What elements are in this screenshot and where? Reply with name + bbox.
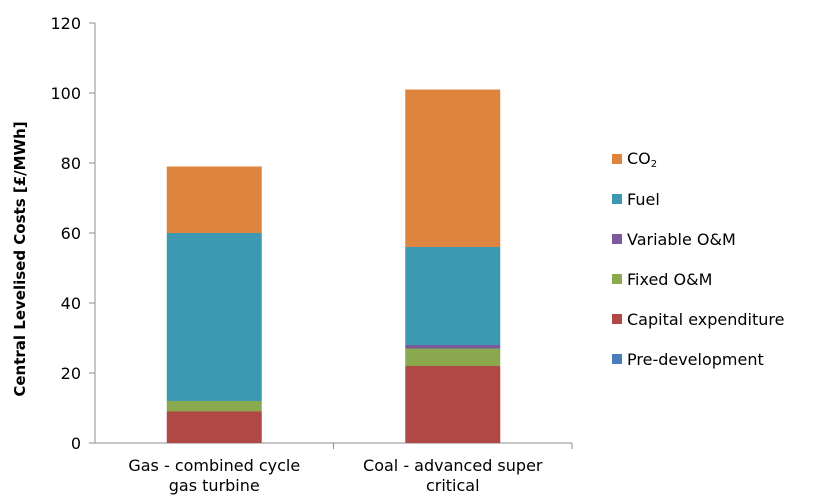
legend-item: Pre-development	[612, 344, 818, 374]
category-label: Coal - advanced super	[363, 456, 543, 475]
legend-swatch	[612, 234, 622, 244]
legend-item: Fuel	[612, 184, 818, 214]
y-tick-label: 40	[61, 294, 81, 313]
bar-segment	[405, 247, 501, 345]
legend-swatch	[612, 154, 622, 164]
bar-segment	[166, 401, 262, 412]
bar-segment	[166, 411, 262, 443]
legend-swatch	[612, 274, 622, 284]
legend-item: Capital expenditure	[612, 304, 818, 334]
y-axis-title-group: Central Levelised Costs [£/MWh]	[11, 121, 29, 396]
y-tick-label: 0	[71, 434, 81, 453]
y-tick-label: 120	[50, 14, 81, 33]
legend-swatch	[612, 314, 622, 324]
legend-item: Fixed O&M	[612, 264, 818, 294]
y-axis-title: Central Levelised Costs [£/MWh]	[11, 121, 29, 396]
category-label: critical	[426, 476, 480, 495]
category-label: Gas - combined cycle	[128, 456, 300, 475]
stacked-bar-chart: Central Levelised Costs [£/MWh] 0 20 40 60 8…	[11, 14, 573, 495]
y-tick-label: 20	[61, 364, 81, 383]
category-label: gas turbine	[169, 476, 260, 495]
axes	[94, 23, 573, 449]
legend-label: Fixed O&M	[627, 269, 713, 289]
bar-segment	[166, 233, 262, 401]
legend-label: Fuel	[627, 189, 660, 209]
bar-segment	[405, 348, 501, 366]
legend-swatch	[612, 354, 622, 364]
legend-item: CO2	[612, 144, 818, 174]
bar-segment	[405, 366, 501, 443]
legend-swatch	[612, 194, 622, 204]
legend-label: Variable O&M	[627, 229, 736, 249]
legend-label: CO2	[627, 148, 658, 170]
legend-item: Variable O&M	[612, 224, 818, 254]
legend: CO2 Fuel Variable O&M Fixed O&M Capital expe…	[612, 144, 818, 384]
bar-segment	[166, 166, 262, 233]
bars	[166, 89, 501, 443]
y-tick-label: 100	[50, 84, 81, 103]
y-tick-label: 60	[61, 224, 81, 243]
y-ticks: 0 20 40 60 80 100 120	[50, 14, 95, 453]
legend-label: Pre-development	[627, 349, 764, 369]
legend-label: Capital expenditure	[627, 309, 785, 329]
y-tick-label: 80	[61, 154, 81, 173]
bar-segment	[405, 89, 501, 247]
bar-segment	[405, 345, 501, 349]
